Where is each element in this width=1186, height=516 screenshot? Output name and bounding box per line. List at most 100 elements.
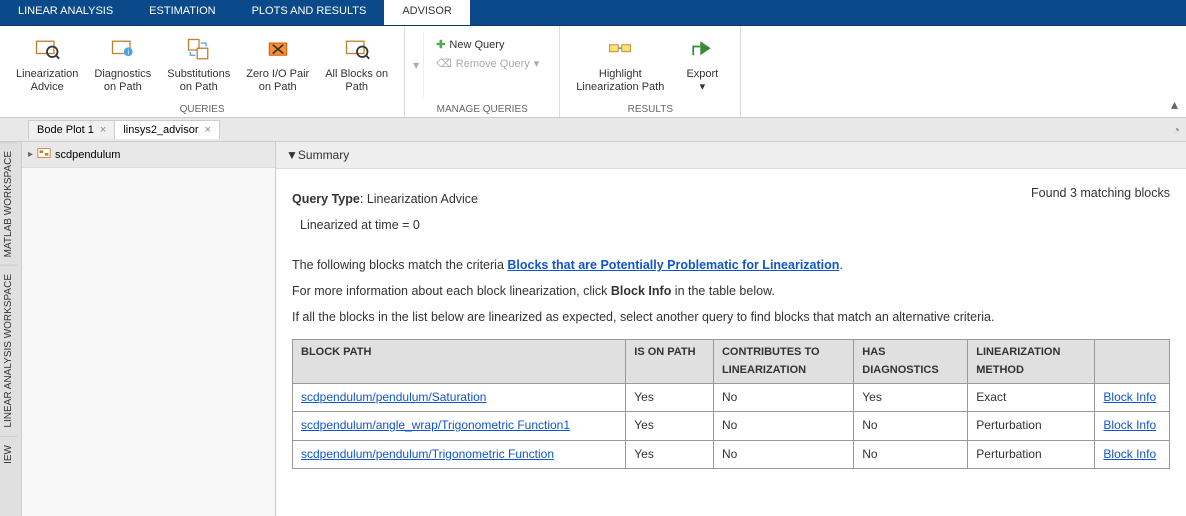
side-tab-matlab-workspace[interactable]: MATLAB WORKSPACE <box>0 142 17 265</box>
highlight-linearization-path-button[interactable]: HighlightLinearization Path <box>568 32 672 96</box>
intro-prefix: The following blocks match the criteria <box>292 258 507 272</box>
zero-io-pair-button[interactable]: Zero I/O Pairon Path <box>238 32 317 96</box>
label: Path <box>345 81 368 93</box>
intro-suffix: . <box>839 258 842 272</box>
label: Remove Query <box>456 58 530 70</box>
side-tab-linear-analysis-workspace[interactable]: LINEAR ANALYSIS WORKSPACE <box>0 265 17 436</box>
diagnostics-on-path-button[interactable]: i Diagnosticson Path <box>86 32 159 96</box>
export-button[interactable]: Export▾ <box>672 32 732 96</box>
table-cell: Yes <box>626 384 714 412</box>
label: on Path <box>180 81 218 93</box>
block-info-link[interactable]: Block Info <box>1103 390 1156 404</box>
doc-tab-bode-plot[interactable]: Bode Plot 1 × <box>28 120 115 139</box>
tab-linear-analysis[interactable]: LINEAR ANALYSIS <box>0 0 131 25</box>
summary-title: Summary <box>298 148 349 162</box>
advice-icon <box>31 34 63 66</box>
table-cell: scdpendulum/pendulum/Saturation <box>293 384 626 412</box>
side-tab-strip: MATLAB WORKSPACE LINEAR ANALYSIS WORKSPA… <box>0 142 22 516</box>
linearized-time-text: Linearized at time = 0 <box>300 215 478 235</box>
table-cell: Block Info <box>1095 412 1170 440</box>
tab-advisor[interactable]: ADVISOR <box>384 0 470 25</box>
alternative-criteria-text: If all the blocks in the list below are … <box>292 307 1170 327</box>
tree-root-label: scdpendulum <box>55 149 120 161</box>
block-path-link[interactable]: scdpendulum/pendulum/Saturation <box>301 390 486 404</box>
gear-icon[interactable]: ◔ <box>1173 123 1180 137</box>
chevron-right-icon[interactable]: ▸ <box>28 149 33 160</box>
erase-icon: ⌫ <box>436 57 452 70</box>
model-icon <box>37 146 51 163</box>
column-header <box>1095 340 1170 384</box>
group-label: RESULTS <box>560 102 740 117</box>
column-header: HAS DIAGNOSTICS <box>854 340 968 384</box>
block-info-link[interactable]: Block Info <box>1103 418 1156 432</box>
table-cell: No <box>713 384 853 412</box>
table-cell: Exact <box>968 384 1095 412</box>
query-type-label: Query Type <box>292 192 360 206</box>
ribbon-group-results: HighlightLinearization Path Export▾ RESU… <box>560 26 741 117</box>
ribbon-collapse-button[interactable]: ▴ <box>1163 92 1186 117</box>
new-query-button[interactable]: ✚ New Query <box>432 36 543 53</box>
column-header: LINEARIZATION METHOD <box>968 340 1095 384</box>
label: Bode Plot 1 <box>37 124 94 136</box>
document-tab-strip: Bode Plot 1 × linsys2_advisor × ◔ <box>0 118 1186 142</box>
side-tab-iew[interactable]: IEW <box>0 436 17 472</box>
more-info-prefix: For more information about each block li… <box>292 284 611 298</box>
doc-tab-linsys-advisor[interactable]: linsys2_advisor × <box>114 120 220 139</box>
results-table: BLOCK PATHIS ON PATHCONTRIBUTES TO LINEA… <box>292 339 1170 469</box>
label: Zero I/O Pair <box>246 68 309 80</box>
summary-header[interactable]: ▼Summary <box>276 142 1186 169</box>
more-info-suffix: in the table below. <box>671 284 775 298</box>
close-icon[interactable]: × <box>205 124 211 136</box>
ribbon-group-queries: LinearizationAdvice i Diagnosticson Path… <box>0 26 405 117</box>
table-cell: No <box>854 440 968 468</box>
table-cell: Yes <box>854 384 968 412</box>
block-path-link[interactable]: scdpendulum/angle_wrap/Trigonometric Fun… <box>301 418 570 432</box>
label: Export <box>686 68 718 80</box>
table-cell: Yes <box>626 440 714 468</box>
label: on Path <box>104 81 142 93</box>
label: Diagnostics <box>94 68 151 80</box>
remove-query-button: ⌫ Remove Query ▾ <box>432 55 543 72</box>
export-icon <box>686 34 718 66</box>
label: Substitutions <box>167 68 230 80</box>
top-tab-strip: LINEAR ANALYSIS ESTIMATION PLOTS AND RES… <box>0 0 1186 26</box>
highlight-icon <box>604 34 636 66</box>
linearization-advice-button[interactable]: LinearizationAdvice <box>8 32 86 96</box>
label: Linearization Path <box>576 81 664 93</box>
substitutions-icon <box>183 34 215 66</box>
diagnostics-icon: i <box>107 34 139 66</box>
tree-root-row[interactable]: ▸ scdpendulum <box>22 142 275 168</box>
label: on Path <box>259 81 297 93</box>
block-path-link[interactable]: scdpendulum/pendulum/Trigonometric Funct… <box>301 447 554 461</box>
disclosure-triangle-icon[interactable]: ▼ <box>286 148 298 162</box>
criteria-link[interactable]: Blocks that are Potentially Problematic … <box>507 258 839 272</box>
table-cell: Yes <box>626 412 714 440</box>
all-blocks-on-path-button[interactable]: All Blocks onPath <box>317 32 396 96</box>
main-area: ▸ scdpendulum ▼Summary Query Type: Linea… <box>22 142 1186 516</box>
label: Advice <box>31 81 64 93</box>
group-label: MANAGE QUERIES <box>405 102 559 117</box>
column-header: CONTRIBUTES TO LINEARIZATION <box>713 340 853 384</box>
tree-panel: ▸ scdpendulum <box>22 142 276 516</box>
group-label: QUERIES <box>0 102 404 117</box>
table-cell: No <box>713 412 853 440</box>
query-type-value: Linearization Advice <box>367 192 478 206</box>
dropdown-arrow-icon[interactable]: ▾ <box>413 32 424 98</box>
tab-plots-results[interactable]: PLOTS AND RESULTS <box>234 0 385 25</box>
column-header: IS ON PATH <box>626 340 714 384</box>
block-info-link[interactable]: Block Info <box>1103 447 1156 461</box>
table-cell: Block Info <box>1095 384 1170 412</box>
label: All Blocks on <box>325 68 388 80</box>
label: linsys2_advisor <box>123 124 198 136</box>
table-row: scdpendulum/angle_wrap/Trigonometric Fun… <box>293 412 1170 440</box>
column-header: BLOCK PATH <box>293 340 626 384</box>
chevron-down-icon[interactable]: ▾ <box>700 81 706 93</box>
close-icon[interactable]: × <box>100 124 106 136</box>
found-count-text: Found 3 matching blocks <box>1031 183 1170 241</box>
substitutions-on-path-button[interactable]: Substitutionson Path <box>159 32 238 96</box>
table-cell: scdpendulum/pendulum/Trigonometric Funct… <box>293 440 626 468</box>
table-cell: No <box>713 440 853 468</box>
table-cell: scdpendulum/angle_wrap/Trigonometric Fun… <box>293 412 626 440</box>
tab-estimation[interactable]: ESTIMATION <box>131 0 233 25</box>
table-row: scdpendulum/pendulum/Trigonometric Funct… <box>293 440 1170 468</box>
